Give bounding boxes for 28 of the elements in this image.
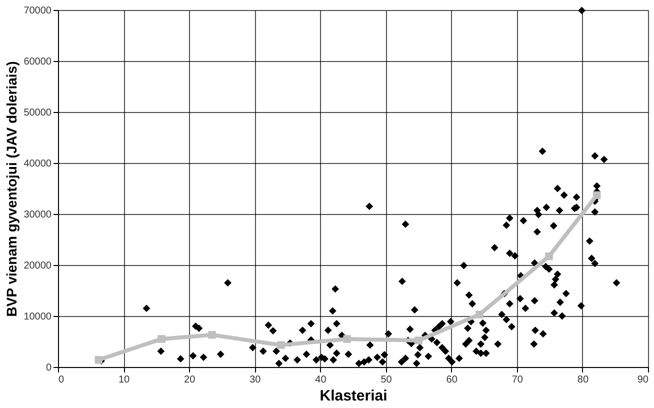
point — [414, 336, 422, 344]
y-axis-title: BVP vienam gyventojui (JAV doleriais) — [4, 61, 20, 317]
y-tick-label: 30000 — [24, 210, 52, 220]
x-tick-label: 30 — [250, 374, 262, 386]
y-tick-label: 50000 — [24, 108, 52, 118]
y-tick-label: 60000 — [24, 56, 52, 68]
point — [94, 356, 103, 364]
point — [343, 335, 351, 343]
x-tick-label: 0 — [58, 374, 64, 386]
point — [545, 252, 553, 260]
x-tick-label: 50 — [380, 374, 392, 386]
point — [277, 341, 285, 349]
y-tick-label: 0 — [46, 362, 52, 374]
point — [158, 335, 166, 343]
y-tick-label: 10000 — [24, 312, 52, 322]
x-axis-title: Klasteriai — [320, 388, 388, 404]
y-tick-label: 20000 — [24, 260, 52, 272]
x-tick-label: 70 — [512, 374, 524, 386]
x-tick-label: 10 — [118, 374, 130, 386]
y-tick-label: 40000 — [24, 158, 52, 170]
x-tick-label: 60 — [446, 374, 458, 386]
x-tick-label: 80 — [577, 374, 589, 386]
x-tick-label: 20 — [184, 374, 196, 386]
point — [476, 310, 484, 318]
x-tick-label: 40 — [315, 374, 327, 386]
x-tick-label: 90 — [637, 374, 649, 386]
point — [208, 330, 216, 339]
y-tick-label: 70000 — [24, 6, 52, 16]
